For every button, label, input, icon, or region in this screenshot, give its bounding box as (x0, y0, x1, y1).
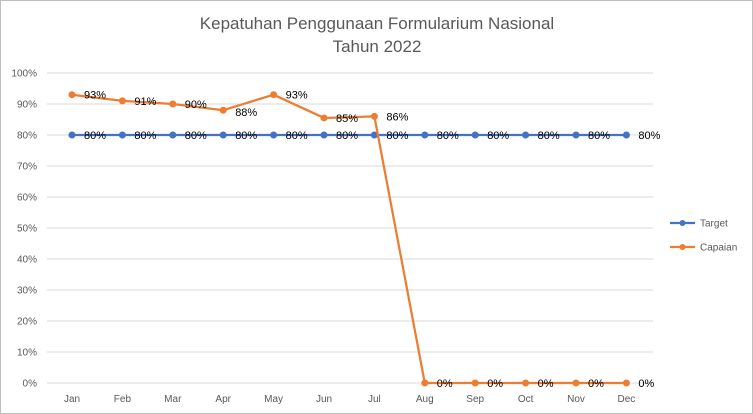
y-tick-label: 10% (17, 348, 37, 359)
series-target (68, 131, 630, 139)
data-point-target (622, 131, 630, 139)
data-point-capaian (118, 97, 126, 105)
data-label-capaian: 0% (538, 378, 554, 390)
data-point-capaian (320, 114, 328, 122)
y-tick-label: 30% (17, 286, 37, 297)
data-point-capaian (572, 379, 580, 387)
legend-marker (679, 244, 686, 250)
data-label-capaian: 93% (286, 90, 308, 102)
data-point-capaian (270, 91, 278, 99)
data-label-target: 80% (235, 130, 257, 142)
data-label-target: 80% (84, 130, 106, 142)
data-point-target (118, 131, 126, 139)
x-tick-label: Aug (416, 394, 434, 405)
data-point-target (169, 131, 177, 139)
data-point-capaian (68, 91, 76, 99)
data-point-capaian (169, 100, 177, 108)
data-label-target: 80% (487, 130, 509, 142)
data-labels: 80% 80% 80% 80% 80% 80% 80% 80% 80% 80% 80% 80% 93% 9… (84, 90, 661, 390)
data-label-capaian: 90% (185, 99, 207, 111)
data-label-target: 80% (134, 130, 156, 142)
y-tick-label: 20% (17, 317, 37, 328)
data-label-target: 80% (538, 130, 560, 142)
x-tick-label: Jun (316, 394, 332, 405)
data-label-capaian: 93% (84, 90, 106, 102)
data-point-target (572, 131, 580, 139)
data-point-target (471, 131, 479, 139)
x-tick-label: Dec (618, 394, 636, 405)
data-point-target (320, 131, 328, 139)
data-label-capaian: 88% (235, 107, 257, 119)
legend-marker (679, 220, 686, 226)
chart-title-line-1: Kepatuhan Penggunaan Formularium Nasiona… (200, 14, 554, 33)
data-point-capaian (219, 106, 227, 114)
legend-label: Capaian (700, 243, 737, 254)
data-point-target (219, 131, 227, 139)
data-label-target: 80% (588, 130, 610, 142)
x-tick-label: Oct (518, 394, 534, 405)
chart-title-line-2: Tahun 2022 (333, 37, 422, 56)
data-point-target (270, 131, 278, 139)
data-label-capaian: 91% (134, 96, 156, 108)
data-point-capaian (522, 379, 530, 387)
data-point-target (68, 131, 76, 139)
legend-item-capaian: Capaian (670, 243, 737, 254)
x-tick-label: Jul (368, 394, 381, 405)
x-tick-label: Nov (567, 394, 585, 405)
x-tick-label: May (264, 394, 283, 405)
x-tick-label: Feb (114, 394, 132, 405)
legend: Target Capaian (670, 219, 737, 254)
data-label-capaian: 86% (386, 111, 408, 123)
data-point-target (522, 131, 530, 139)
data-label-target: 80% (286, 130, 308, 142)
data-point-capaian (471, 379, 479, 387)
x-axis-ticks: Jan Feb Mar Apr May Jun Jul Aug Sep Oct Nov Dec (64, 394, 635, 405)
data-point-capaian (421, 379, 429, 387)
data-label-target: 80% (185, 130, 207, 142)
data-label-target: 80% (386, 130, 408, 142)
data-label-target: 80% (437, 130, 459, 142)
data-label-capaian: 0% (638, 378, 654, 390)
data-label-capaian: 0% (588, 378, 604, 390)
y-tick-label: 60% (17, 193, 37, 204)
series (68, 91, 630, 387)
y-tick-label: 0% (23, 379, 38, 390)
series-capaian (68, 91, 630, 387)
y-tick-label: 90% (17, 100, 37, 111)
x-tick-label: Sep (466, 394, 484, 405)
data-point-capaian (622, 379, 630, 387)
data-label-capaian: 0% (487, 378, 503, 390)
data-point-target (421, 131, 429, 139)
x-tick-label: Jan (64, 394, 80, 405)
y-tick-label: 70% (17, 162, 37, 173)
legend-item-target: Target (670, 219, 728, 230)
data-label-capaian: 85% (336, 113, 358, 125)
data-label-capaian: 0% (437, 378, 453, 390)
y-tick-label: 50% (17, 224, 37, 235)
y-tick-label: 80% (17, 131, 37, 142)
data-label-target: 80% (336, 130, 358, 142)
legend-label: Target (700, 219, 728, 230)
y-tick-label: 100% (11, 69, 37, 80)
data-point-capaian (370, 112, 378, 120)
data-label-target: 80% (638, 130, 660, 142)
x-tick-label: Apr (215, 394, 231, 405)
x-tick-label: Mar (164, 394, 182, 405)
y-tick-label: 40% (17, 255, 37, 266)
series-line-capaian (71, 93, 627, 385)
y-axis-ticks: 0% 10% 20% 30% 40% 50% 60% 70% 80% 90% 100% (11, 69, 37, 390)
